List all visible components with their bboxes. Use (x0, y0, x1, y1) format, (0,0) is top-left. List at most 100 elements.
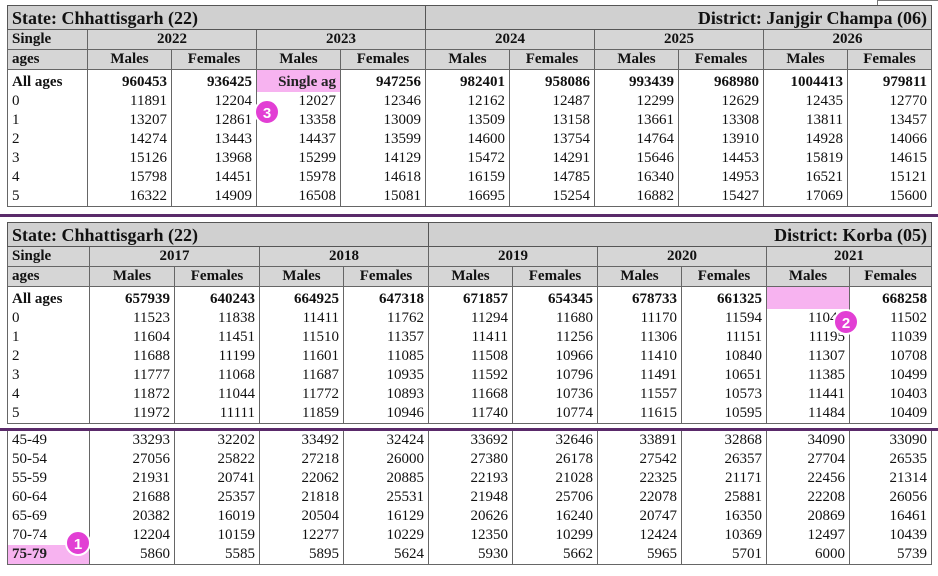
value-cell: 11411 (259, 309, 344, 328)
males-header: Males (425, 49, 510, 70)
state-title: State: Chhattisgarh (22) (7, 5, 426, 30)
value-cell: 27380 (428, 450, 513, 469)
value-cell: 25881 (681, 488, 767, 507)
value-cell: 16129 (343, 507, 429, 526)
value-cell: 14618 (340, 168, 426, 187)
value-cell: 12424 (597, 526, 682, 545)
age-cell: 0 (7, 309, 90, 328)
section-divider (0, 214, 938, 217)
value-cell: 15819 (763, 149, 848, 168)
ages-label: ages (7, 266, 90, 287)
age-cell: 5 (7, 187, 88, 207)
value-cell: 20869 (766, 507, 850, 526)
value-cell: 21028 (512, 469, 598, 488)
value-cell: 968980 (678, 69, 764, 92)
value-cell: 27218 (259, 450, 344, 469)
value-cell: 640243 (174, 286, 260, 309)
value-cell: 11762 (343, 309, 429, 328)
value-cell: 11441 (766, 385, 850, 404)
value-cell: 654345 (512, 286, 598, 309)
value-cell: 671857 (428, 286, 513, 309)
table-korba: State: Chhattisgarh (22) District: Korba… (7, 222, 933, 424)
value-cell: 678733 (597, 286, 682, 309)
value-cell: 11772 (259, 385, 344, 404)
year-header: 2017 (89, 246, 260, 267)
district-title: District: Korba (05) (427, 222, 933, 247)
value-cell: 10403 (848, 385, 933, 404)
value-cell: 26000 (343, 450, 429, 469)
table-row: 0 11891 12204 12027 12346 12162 12487 12299 1262… (7, 92, 933, 111)
value-cell: 14129 (340, 149, 426, 168)
value-cell: 21314 (849, 469, 932, 488)
value-cell: 34090 (766, 431, 850, 450)
value-cell: 10935 (343, 366, 429, 385)
value-cell: 11357 (343, 328, 429, 347)
age-cell: 45-49 (7, 431, 90, 450)
table-row: 55-59 21931 20741 22062 20885 22193 21028 22325… (7, 469, 932, 488)
table-row: 2 14274 13443 14437 13599 14600 13754 14764 1391… (7, 130, 933, 149)
value-cell: 13158 (509, 111, 595, 130)
age-cell: 65-69 (7, 507, 90, 526)
table-row: 45-49 33293 32202 33492 32424 33692 32646 33891… (7, 431, 932, 450)
value-cell: 20741 (174, 469, 260, 488)
value-cell: 17069 (763, 187, 848, 207)
value-cell: 11068 (174, 366, 260, 385)
value-cell: 5860 (89, 545, 175, 565)
value-cell: 14764 (594, 130, 679, 149)
age-cell: 0 (7, 92, 88, 111)
value-cell: 10893 (343, 385, 429, 404)
value-cell: 13009 (340, 111, 426, 130)
value-cell: 27542 (597, 450, 682, 469)
value-cell: 14066 (846, 130, 933, 149)
value-cell: 32202 (174, 431, 260, 450)
males-header: Males (594, 49, 679, 70)
value-cell: 16521 (763, 168, 848, 187)
value-cell: 11307 (766, 347, 850, 366)
year-header: 2018 (259, 246, 429, 267)
value-cell: 11740 (428, 404, 513, 424)
males-header: Males (259, 266, 344, 287)
value-cell: 10840 (681, 347, 767, 366)
value-cell: 11151 (681, 328, 767, 347)
value-cell: 11044 (174, 385, 260, 404)
value-cell: 11199 (174, 347, 260, 366)
value-cell: 661325 (681, 286, 767, 309)
value-cell: 6000 (766, 545, 850, 565)
annotation-marker-2[interactable]: 2 (833, 309, 859, 335)
value-cell: 10409 (848, 404, 933, 424)
value-cell: 14451 (171, 168, 257, 187)
table-row: 0 11523 11838 11411 11762 11294 11680 11170 1159… (7, 309, 933, 328)
year-header: 2026 (762, 29, 933, 50)
value-cell: 11502 (848, 309, 933, 328)
value-cell: 11111 (174, 404, 260, 424)
females-header: Females (171, 49, 257, 70)
table-row: 1 13207 12861 13358 13009 13509 13158 13661 1330… (7, 111, 933, 130)
value-cell: 10736 (512, 385, 598, 404)
value-cell: 32424 (343, 431, 429, 450)
value-cell: 10499 (848, 366, 933, 385)
value-cell: 14928 (763, 130, 848, 149)
value-cell: 14615 (846, 149, 933, 168)
table-row: All ages 657939 640243 664925 647318 671857 65… (7, 286, 933, 309)
value-cell: 11557 (597, 385, 682, 404)
value-cell: 22193 (428, 469, 513, 488)
value-cell: 10439 (849, 526, 932, 545)
annotation-marker-3[interactable]: 3 (254, 99, 280, 125)
value-cell: 14291 (509, 149, 595, 168)
value-cell: 16461 (849, 507, 932, 526)
value-cell: 15600 (846, 187, 933, 207)
value-cell: 11687 (259, 366, 344, 385)
single-label: Single (7, 29, 88, 50)
table-row: 4 15798 14451 15978 14618 16159 14785 16340 1495… (7, 168, 933, 187)
males-header: Males (256, 49, 341, 70)
females-header: Females (848, 266, 933, 287)
value-cell: 11294 (428, 309, 513, 328)
value-cell: 11601 (259, 347, 344, 366)
annotation-marker-1[interactable]: 1 (65, 530, 91, 556)
value-cell: 22062 (259, 469, 344, 488)
table-row: 4 11872 11044 11772 10893 11668 10736 11557 1057… (7, 385, 933, 404)
table-row: 5 16322 14909 16508 15081 16695 15254 16882 1542… (7, 187, 933, 207)
value-cell: 5662 (512, 545, 598, 565)
year-header: 2021 (765, 246, 933, 267)
females-header: Females (678, 49, 764, 70)
